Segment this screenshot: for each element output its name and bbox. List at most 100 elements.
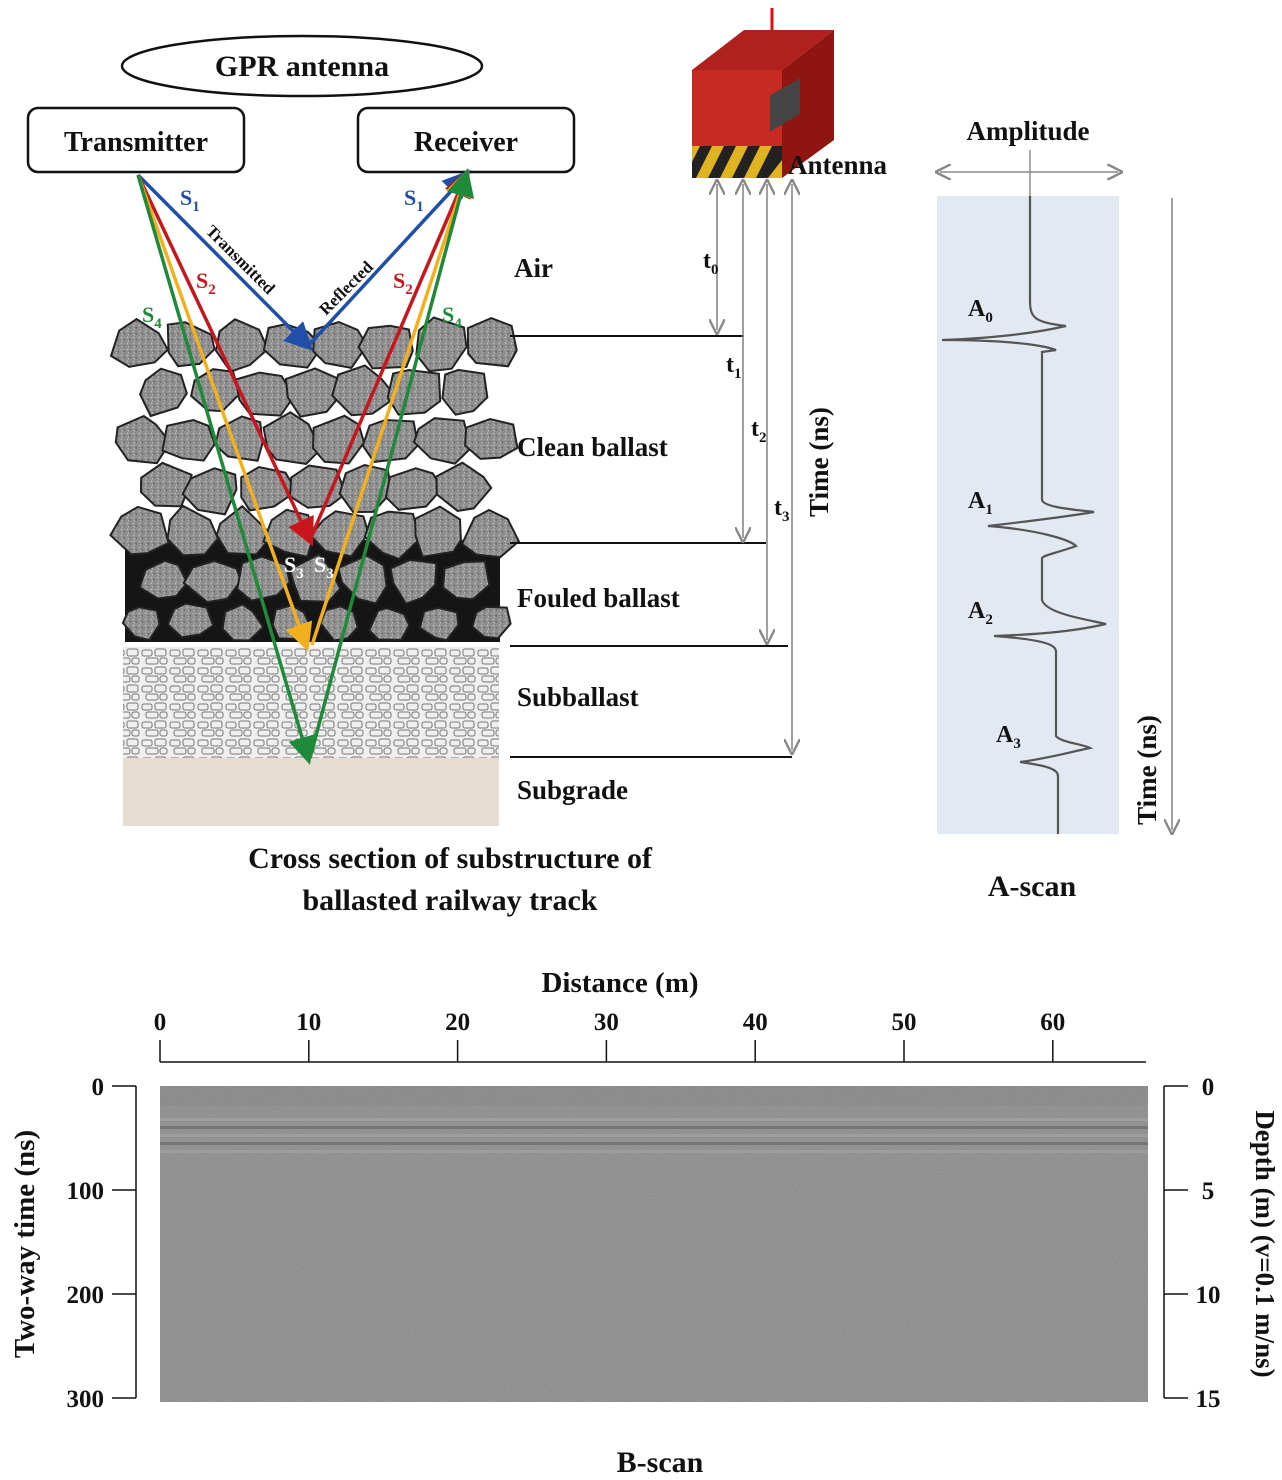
distance-tick-label: 20: [445, 1009, 470, 1036]
antenna-panel: [770, 78, 800, 132]
ballast-rock: [166, 504, 220, 557]
distance-tick-label: 50: [892, 1009, 917, 1036]
t2-label: t2: [751, 416, 767, 446]
depth-tick-label: 15: [1196, 1386, 1221, 1413]
t0-label: t0: [703, 248, 719, 278]
ascan: Amplitude A0 A1 A2 A3 Time (ns) A-scan: [937, 116, 1172, 903]
ballast-rock: [414, 505, 462, 558]
ray-s4-transmitted: [136, 174, 316, 765]
distance-tick-label: 30: [594, 1009, 619, 1036]
distance-tick-label: 0: [154, 1009, 167, 1036]
peak-a1: A1: [968, 488, 993, 518]
ballast-rock: [384, 467, 443, 511]
bscan-caption: B-scan: [617, 1446, 704, 1479]
depth-tick-label: 5: [1202, 1178, 1215, 1205]
ballast-rock: [337, 554, 388, 605]
ballast-rock: [386, 368, 442, 416]
ray-s3-reflected: [310, 168, 473, 646]
ballast-rock: [139, 367, 188, 418]
ascan-time-label: Time (ns): [1132, 715, 1162, 825]
gpr-antenna-group: GPR antenna Transmitter Receiver: [26, 34, 576, 174]
receiver-label: Receiver: [414, 127, 518, 158]
peak-a2: A2: [968, 598, 993, 628]
cross-section-caption-line2: ballasted railway track: [303, 884, 598, 917]
layer-labels: Air Clean ballast Fouled ballast Subball…: [514, 253, 680, 805]
time-tick-label: 100: [67, 1178, 105, 1205]
time-arrows: [717, 184, 792, 750]
air-label: Air: [514, 253, 553, 283]
time-tick-label: 200: [67, 1282, 105, 1309]
subgrade-label: Subgrade: [517, 775, 628, 805]
label-s2-right: S2: [393, 268, 413, 298]
gpr-antenna-title: GPR antenna: [215, 50, 389, 83]
depth-ticks: 0 5 10 15: [1164, 1074, 1221, 1413]
transmitter-box: [26, 106, 246, 174]
distance-ticks: 0 10 20 30 40 50 60: [154, 1009, 1065, 1062]
ballast-rock: [161, 419, 216, 462]
ascan-trace: [941, 196, 1107, 834]
distance-tick-label: 40: [743, 1009, 768, 1036]
ray-s3-transmitted: [136, 174, 313, 652]
ballast-rock: [415, 316, 468, 373]
ballast-rock: [109, 505, 170, 556]
antenna-device: Antenna: [692, 8, 888, 180]
label-s2-left: S2: [196, 268, 216, 298]
ballast-rock: [466, 317, 518, 368]
subgrade-layer: [123, 758, 499, 826]
ballast-rock: [357, 324, 414, 370]
subballast-label: Subballast: [517, 682, 639, 712]
ballast-rock: [262, 411, 322, 465]
reflected-label: Reflected: [315, 257, 377, 319]
ascan-caption: A-scan: [988, 870, 1077, 903]
ballast-rock: [284, 367, 344, 418]
antenna-side: [782, 30, 834, 178]
transmitter-label: Transmitter: [64, 127, 208, 158]
time-ticks: 0 100 200 300: [67, 1074, 136, 1413]
label-s4-left: S4: [142, 302, 162, 332]
ballast-rock: [181, 467, 238, 516]
ballast-rock: [121, 606, 161, 642]
depth-tick-label: 0: [1202, 1074, 1215, 1101]
antenna-front: [692, 70, 782, 146]
ballast-rocks: [109, 316, 521, 642]
ballast-rock: [435, 461, 493, 512]
ray-s4-reflected: [308, 168, 475, 759]
ballast-rock: [109, 317, 170, 368]
label-s3-left: S3: [284, 552, 304, 582]
depth-tick-label: 10: [1196, 1282, 1221, 1309]
time-tick-label: 300: [67, 1386, 105, 1413]
label-s3-right: S3: [314, 552, 334, 582]
ballast-rock: [471, 605, 512, 640]
ballast-rock: [412, 417, 472, 465]
ballast-rock: [331, 364, 398, 417]
peak-a0: A0: [968, 296, 993, 326]
time-tick-label: 0: [92, 1074, 105, 1101]
time-axis-label: Time (ns): [804, 407, 834, 517]
ballast-rock: [418, 606, 460, 642]
ballast-rock: [221, 603, 265, 642]
depth-axis-title: Depth (m) (v=0.1 m/ns): [1250, 1110, 1280, 1377]
distance-tick-label: 60: [1040, 1009, 1065, 1036]
two-way-time-title: Two-way time (ns): [9, 1130, 41, 1358]
fouled-ballast-label: Fouled ballast: [517, 583, 680, 613]
ray-paths: [136, 168, 475, 765]
distance-axis-title: Distance (m): [541, 967, 698, 999]
antenna-label: Antenna: [788, 150, 888, 180]
ballast-rock: [138, 559, 189, 600]
ballast-rock: [460, 508, 521, 559]
ballast-rock: [389, 558, 438, 605]
ballast-rock: [442, 560, 491, 601]
ballast-rock: [114, 414, 172, 465]
subballast-layer: [123, 647, 499, 758]
ballast-rock: [215, 504, 274, 556]
ray-s1-reflected: [306, 169, 471, 348]
label-s1-right: S1: [404, 185, 424, 215]
ray-s1-transmitted: [136, 173, 313, 351]
ballast-rock: [166, 602, 215, 639]
gpr-antenna-ellipse: [120, 34, 484, 98]
time-labels: t0 t1 t2 t3 Time (ns): [703, 248, 834, 525]
ballast-rock: [214, 318, 270, 373]
amplitude-label: Amplitude: [966, 116, 1089, 146]
